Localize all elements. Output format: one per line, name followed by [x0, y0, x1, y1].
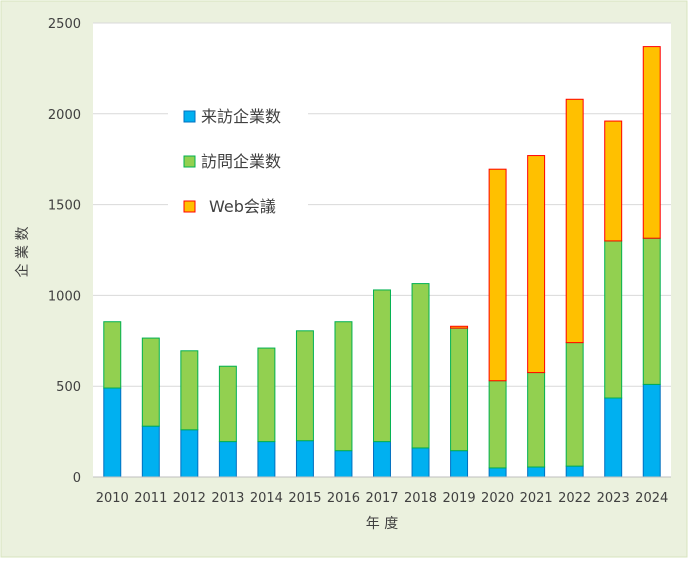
bars — [103, 46, 661, 478]
bar-segment-series-2 — [565, 98, 584, 344]
bar-segment-series-2 — [604, 120, 623, 242]
bar-segment-series-1 — [141, 337, 160, 427]
bar-segment-series-2 — [488, 168, 507, 382]
bar-segment-series-2 — [450, 325, 469, 329]
bar-segment-series-1 — [180, 350, 199, 431]
x-tick-label: 2011 — [134, 491, 167, 506]
bar-segment-series-0 — [295, 440, 314, 478]
bar-segment-series-0 — [604, 397, 623, 478]
x-tick-label: 2014 — [250, 491, 283, 506]
bar-segment-series-0 — [180, 429, 199, 478]
x-tick-label: 2010 — [96, 491, 129, 506]
bar-segment-series-0 — [218, 441, 237, 478]
x-tick-label: 2013 — [211, 491, 244, 506]
bar-segment-series-1 — [642, 237, 661, 385]
x-tick-label: 2012 — [173, 491, 206, 506]
bar-segment-series-0 — [373, 441, 391, 478]
bar-segment-series-0 — [642, 383, 661, 478]
x-tick-label: 2017 — [365, 491, 398, 506]
bar-segment-series-0 — [488, 467, 507, 478]
bar-segment-series-1 — [218, 365, 237, 443]
y-tick-label: 1000 — [48, 289, 81, 304]
x-axis-title: 年 度 — [366, 516, 398, 532]
bar-segment-series-0 — [334, 450, 353, 478]
bar-segment-series-1 — [604, 240, 623, 399]
axes: 0 500 1000 1500 2000 2500 2010 2011 2012 2013 2014… — [48, 17, 671, 506]
legend-label: 来訪企業数 — [201, 107, 281, 126]
bar-segment-series-1 — [334, 321, 353, 452]
x-tick-label: 2015 — [288, 491, 321, 506]
y-tick-label: 2500 — [48, 17, 81, 32]
bar-segment-series-2 — [527, 155, 546, 374]
x-tick-label: 2022 — [558, 491, 591, 506]
legend-swatch — [183, 200, 196, 213]
y-tick-label: 1500 — [48, 199, 81, 214]
x-tick-label: 2023 — [597, 491, 630, 506]
y-axis-title: 企 業 数 — [14, 227, 31, 278]
x-tick-label: 2019 — [443, 491, 476, 506]
legend-swatch — [183, 155, 196, 168]
bar-segment-series-0 — [565, 465, 584, 478]
bar-segment-series-1 — [488, 380, 507, 469]
bar-segment-series-2 — [642, 46, 661, 239]
y-tick-label: 0 — [73, 471, 81, 486]
y-tick-label: 2000 — [48, 108, 81, 123]
y-tick-label: 500 — [56, 380, 81, 395]
legend-label: Web会議 — [209, 197, 276, 216]
bar-segment-series-1 — [295, 330, 314, 442]
bar-segment-series-0 — [527, 466, 546, 478]
x-tick-label: 2016 — [327, 491, 360, 506]
bar-segment-series-1 — [373, 289, 391, 443]
legend-swatch — [183, 110, 196, 123]
bar-segment-series-0 — [257, 441, 276, 478]
x-tick-label: 2024 — [635, 491, 668, 506]
bar-segment-series-0 — [411, 447, 430, 478]
bar-segment-series-0 — [450, 450, 469, 478]
bar-segment-series-1 — [257, 347, 276, 443]
bar-segment-series-1 — [450, 327, 469, 452]
legend-label: 訪問企業数 — [201, 152, 281, 171]
bar-segment-series-0 — [103, 387, 122, 478]
bar-segment-series-1 — [411, 283, 430, 449]
x-tick-label: 2021 — [520, 491, 553, 506]
bar-segment-series-1 — [565, 342, 584, 467]
bar-segment-series-0 — [141, 425, 160, 478]
x-tick-label: 2020 — [481, 491, 514, 506]
bar-segment-series-1 — [527, 372, 546, 468]
bar-segment-series-1 — [103, 321, 122, 389]
x-tick-label: 2018 — [404, 491, 437, 506]
